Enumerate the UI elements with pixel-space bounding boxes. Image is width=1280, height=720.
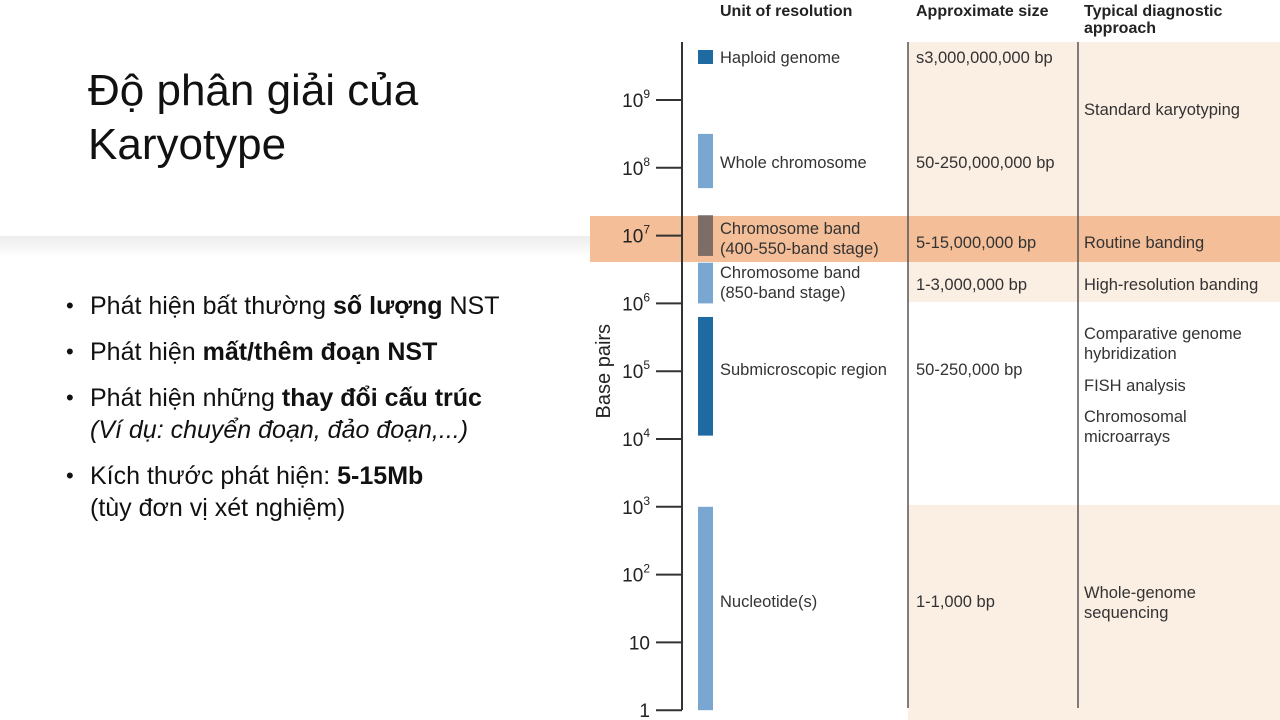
- axis-tick-label-7: 102: [622, 562, 650, 587]
- size-label-5: 1-1,000 bp: [916, 593, 995, 611]
- slide-title: Độ phân giải của Karyotype: [88, 64, 568, 172]
- slide-title-line-2: Karyotype: [88, 120, 287, 169]
- size-label-2: 5-15,000,000 bp: [916, 234, 1036, 252]
- size-label-4: 50-250,000 bp: [916, 361, 1022, 379]
- approach-label-3-0: High-resolution banding: [1084, 276, 1258, 294]
- approach-label-0-0: Standard karyotyping: [1084, 101, 1240, 119]
- size-label-3: 1-3,000,000 bp: [916, 276, 1027, 294]
- axis-tick-label-0: 109: [622, 87, 650, 112]
- resolution-bar-4: [698, 316, 713, 436]
- approach-label-4-4: microarrays: [1084, 428, 1170, 446]
- axis-tick-label-9: 1: [639, 701, 650, 720]
- axis-tick-label-2: 107: [622, 223, 650, 248]
- bullet-item-deletion: Phát hiện mất/thêm đoạn NST: [64, 336, 594, 368]
- approach-label-4-1: hybridization: [1084, 345, 1177, 363]
- resolution-bar-5: [698, 506, 713, 711]
- bullet-note-lab: (tùy đơn vị xét nghiệm): [90, 494, 346, 522]
- size-column-shade-bottom: [908, 505, 1078, 720]
- axis-tick-label-5: 104: [622, 426, 650, 451]
- approach-label-2-0: Routine banding: [1084, 234, 1204, 252]
- resolution-bar-2: [698, 215, 713, 256]
- header-unit-of-resolution: Unit of resolution: [720, 3, 852, 20]
- size-label-1: 50-250,000,000 bp: [916, 154, 1055, 172]
- resolution-diagram-svg: Unit of resolution Approximate size Typica…: [590, 3, 1280, 720]
- unit-label-0-0: Haploid genome: [720, 49, 840, 67]
- size-column-shade-top: [908, 42, 1078, 302]
- bullet-item-numerical: Phát hiện bất thường số lượng NST: [64, 290, 594, 322]
- axis-tick-label-1: 108: [622, 155, 650, 180]
- approach-label-4-2: FISH analysis: [1084, 377, 1186, 395]
- header-diagnostic-approach-line-1: Typical diagnostic: [1084, 3, 1223, 20]
- unit-label-1-0: Whole chromosome: [720, 154, 867, 172]
- title-panel: Độ phân giải của Karyotype: [0, 0, 600, 240]
- unit-label-4-0: Submicroscopic region: [720, 361, 887, 379]
- header-approximate-size: Approximate size: [916, 3, 1049, 20]
- resolution-diagram: Unit of resolution Approximate size Typica…: [590, 0, 1280, 720]
- slide-title-line-1: Độ phân giải của: [88, 66, 419, 115]
- approach-column-shade-bottom: [1078, 505, 1280, 720]
- axis-tick-label-8: 10: [629, 633, 650, 654]
- unit-label-5-0: Nucleotide(s): [720, 593, 817, 611]
- size-label-0: s3,000,000,000 bp: [916, 49, 1053, 67]
- resolution-bar-1: [698, 133, 713, 189]
- resolution-bar-3: [698, 262, 713, 304]
- bullet-note-example: (Ví dụ: chuyển đoạn, đảo đoạn,...): [90, 416, 469, 444]
- axis-tick-label-4: 105: [622, 358, 650, 383]
- resolution-bar-0: [698, 50, 713, 64]
- axis-tick-label-6: 103: [622, 494, 650, 519]
- axis-title-base-pairs: Base pairs: [593, 324, 615, 419]
- axis-tick-label-3: 106: [622, 290, 650, 315]
- unit-label-3-1: (850-band stage): [720, 284, 846, 302]
- title-panel-shadow: [0, 236, 600, 258]
- header-diagnostic-approach-line-2: approach: [1084, 20, 1156, 37]
- approach-label-5-0: Whole-genome: [1084, 584, 1196, 602]
- unit-label-3-0: Chromosome band: [720, 264, 860, 282]
- bullet-item-structural: Phát hiện những thay đổi cấu trúc (Ví dụ…: [64, 382, 594, 446]
- unit-label-2-1: (400-550-band stage): [720, 240, 879, 258]
- bullet-item-size: Kích thước phát hiện: 5-15Mb (tùy đơn vị…: [64, 460, 594, 524]
- approach-label-5-1: sequencing: [1084, 604, 1168, 622]
- approach-label-4-0: Comparative genome: [1084, 325, 1242, 343]
- bullet-list: Phát hiện bất thường số lượng NST Phát h…: [64, 290, 594, 538]
- unit-label-2-0: Chromosome band: [720, 220, 860, 238]
- approach-column-shade-top: [1078, 42, 1280, 302]
- approach-label-4-3: Chromosomal: [1084, 408, 1187, 426]
